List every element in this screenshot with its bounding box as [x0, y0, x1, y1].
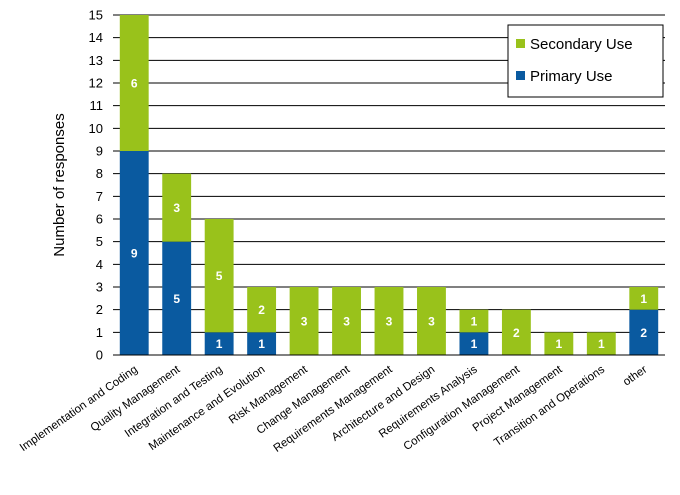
y-tick-label: 8 — [96, 166, 103, 181]
data-label: 1 — [556, 337, 563, 351]
bar-segment — [204, 219, 234, 333]
data-label: 2 — [640, 326, 647, 340]
bar-segment — [629, 287, 659, 310]
bar-segment — [332, 287, 361, 355]
bars — [119, 15, 659, 355]
data-label: 3 — [301, 315, 308, 329]
y-axis-label: Number of responses — [51, 113, 68, 256]
data-label: 1 — [471, 315, 478, 329]
data-label: 2 — [258, 303, 265, 317]
legend: Secondary Use Primary Use — [507, 24, 664, 98]
bar-segment — [629, 309, 659, 355]
x-tick-label: other — [621, 364, 649, 389]
bar-segment — [459, 332, 489, 355]
data-label: 5 — [216, 269, 223, 283]
bar-segment — [586, 332, 616, 355]
bar-segment — [119, 151, 149, 355]
y-tick-label: 2 — [96, 302, 103, 317]
data-label: 3 — [343, 315, 350, 329]
bar-segment — [162, 241, 192, 355]
y-tick-label: 4 — [96, 257, 103, 272]
legend-swatch — [516, 71, 525, 80]
legend-label: Primary Use — [530, 68, 613, 85]
bar-segment — [374, 287, 404, 355]
y-tick-label: 14 — [89, 30, 103, 45]
y-tick-label: 11 — [90, 98, 104, 113]
y-tick-label: 10 — [89, 121, 103, 136]
bar-segment — [247, 332, 277, 355]
bar-segment — [544, 332, 574, 355]
data-label: 6 — [131, 77, 138, 91]
data-label: 1 — [640, 292, 647, 306]
data-label: 1 — [471, 337, 478, 351]
y-tick-label: 3 — [96, 280, 103, 295]
data-label: 1 — [258, 337, 265, 351]
y-tick-label: 6 — [96, 212, 103, 227]
data-label: 9 — [131, 247, 138, 261]
y-tick-label: 0 — [96, 348, 103, 363]
bar-segment — [204, 332, 234, 355]
legend-swatch — [516, 39, 525, 48]
bar-segment — [162, 173, 192, 242]
y-tick-label: 12 — [89, 76, 103, 91]
data-label: 2 — [513, 326, 520, 340]
data-label: 3 — [428, 315, 435, 329]
y-tick-label: 1 — [96, 325, 103, 340]
data-labels: 9 6 5 3 1 5 1 2 3 3 3 3 1 1 2 1 1 2 1 — [131, 77, 648, 352]
bar-segment — [501, 309, 531, 355]
bar-segment — [459, 309, 489, 333]
legend-box — [507, 24, 664, 98]
y-tick-label: 7 — [96, 189, 103, 204]
y-tick-label: 13 — [89, 53, 103, 68]
y-tick-label: 15 — [89, 8, 103, 23]
data-label: 1 — [598, 337, 605, 351]
data-label: 3 — [386, 315, 393, 329]
y-tick-label: 5 — [96, 234, 103, 249]
y-tick-label: 9 — [96, 144, 103, 159]
bar-segment — [247, 287, 277, 333]
bar-segment — [119, 15, 149, 151]
data-label: 1 — [216, 337, 223, 351]
bar-segment — [289, 287, 319, 355]
legend-label: Secondary Use — [530, 36, 633, 53]
data-label: 3 — [173, 201, 180, 215]
bar-segment — [417, 287, 446, 355]
data-label: 5 — [173, 292, 180, 306]
